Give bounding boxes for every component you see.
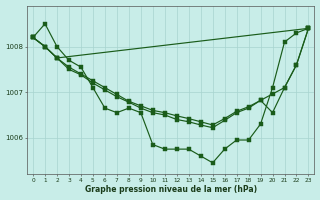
X-axis label: Graphe pression niveau de la mer (hPa): Graphe pression niveau de la mer (hPa): [85, 185, 257, 194]
